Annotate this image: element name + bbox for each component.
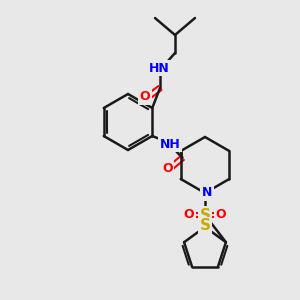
Text: S: S <box>200 218 211 233</box>
Text: HN: HN <box>148 61 170 74</box>
Text: O: O <box>184 208 194 221</box>
Text: NH: NH <box>160 137 181 151</box>
Text: O: O <box>140 91 150 103</box>
Text: O: O <box>216 208 226 221</box>
Text: N: N <box>202 187 212 200</box>
Text: O: O <box>162 161 172 175</box>
Text: S: S <box>200 208 211 223</box>
